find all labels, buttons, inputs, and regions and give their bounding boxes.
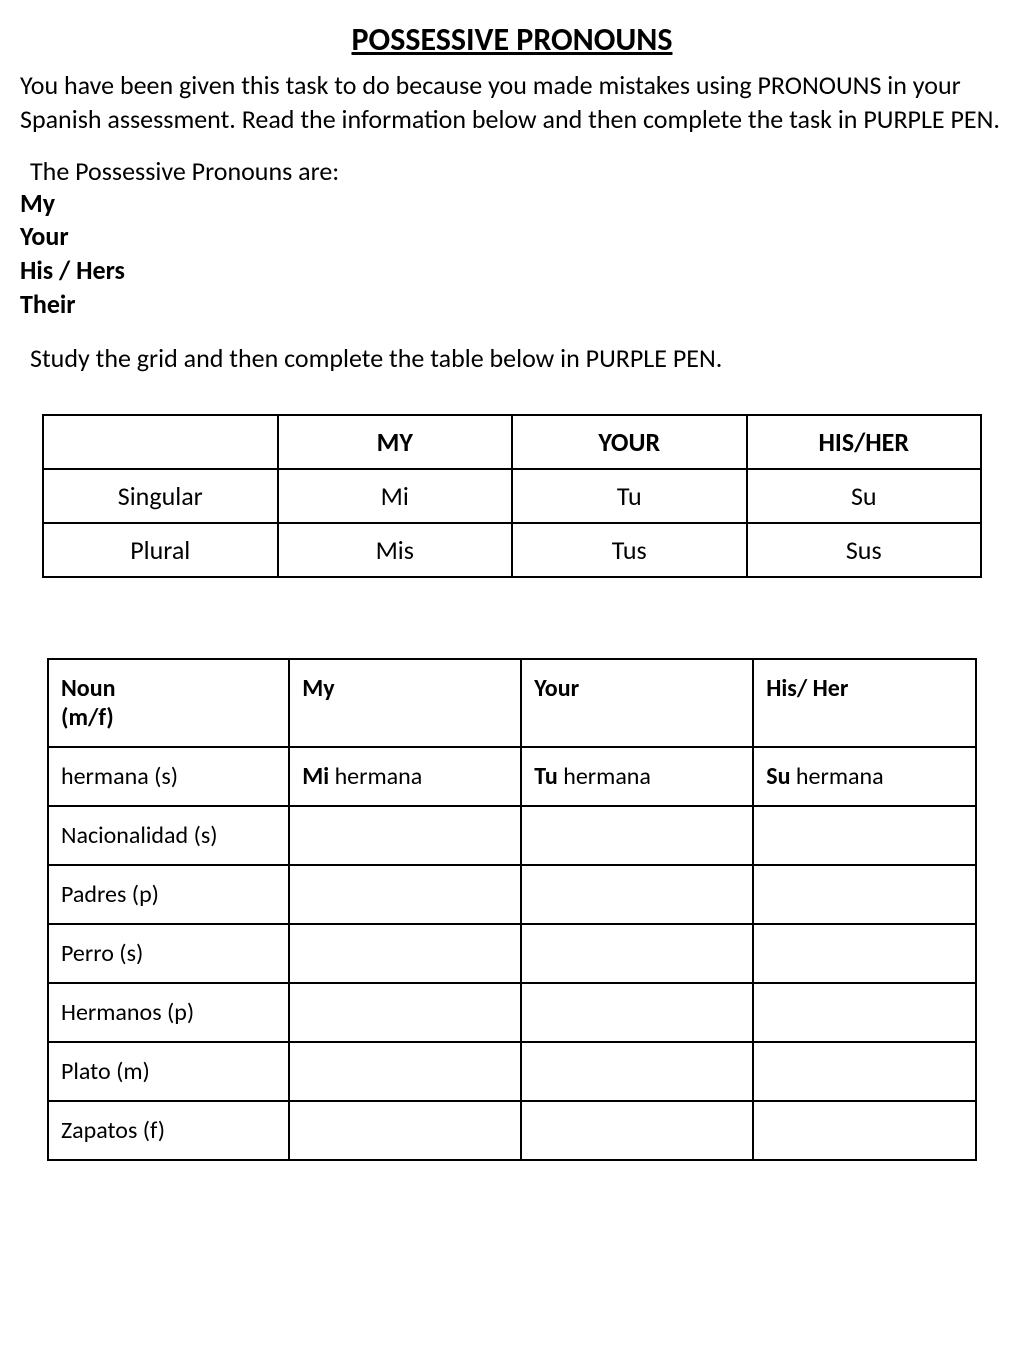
exercise-header-noun: Noun (m/f) [48, 659, 289, 747]
answer-cell: Tu hermana [521, 747, 753, 806]
answer-cell [521, 1101, 753, 1160]
grid-header-hisher: HIS/HER [747, 415, 982, 469]
table-row: Nacionalidad (s) [48, 806, 976, 865]
header-text: (m/f) [61, 703, 114, 732]
grid-header-blank [43, 415, 278, 469]
reference-grid-table: MY YOUR HIS/HER Singular Mi Tu Su Plural… [42, 414, 982, 578]
answer-cell [289, 983, 521, 1042]
exercise-table: Noun (m/f) My Your His/ Her hermana (s) … [47, 658, 977, 1161]
table-row: Plato (m) [48, 1042, 976, 1101]
answer-cell [521, 865, 753, 924]
exercise-header-your: Your [521, 659, 753, 747]
table-header-row: Noun (m/f) My Your His/ Her [48, 659, 976, 747]
grid-cell: Tu [512, 469, 747, 523]
answer-cell [289, 1042, 521, 1101]
grid-header-my: MY [278, 415, 513, 469]
noun-cell: Nacionalidad (s) [48, 806, 289, 865]
answer-cell [753, 1042, 976, 1101]
grid-cell: Su [747, 469, 982, 523]
answer-cell [753, 806, 976, 865]
pronoun-list: My Your His / Hers Their [20, 187, 1004, 322]
exercise-header-my: My [289, 659, 521, 747]
answer-bold: Su [766, 762, 790, 791]
pronoun-item: My [20, 187, 1004, 221]
noun-cell: Plato (m) [48, 1042, 289, 1101]
noun-cell: Zapatos (f) [48, 1101, 289, 1160]
table-row: Padres (p) [48, 865, 976, 924]
answer-cell [521, 983, 753, 1042]
study-instruction: Study the grid and then complete the tab… [30, 342, 1004, 374]
answer-cell [753, 865, 976, 924]
grid-header-your: YOUR [512, 415, 747, 469]
pronoun-item: His / Hers [20, 254, 1004, 288]
table-row: hermana (s) Mi hermana Tu hermana Su her… [48, 747, 976, 806]
table-row: Zapatos (f) [48, 1101, 976, 1160]
grid-row-label: Singular [43, 469, 278, 523]
answer-cell [289, 924, 521, 983]
pronoun-intro-line: The Possessive Pronouns are: [30, 155, 1004, 187]
noun-cell: Padres (p) [48, 865, 289, 924]
answer-cell [521, 806, 753, 865]
answer-cell [289, 1101, 521, 1160]
answer-rest: hermana [329, 762, 422, 791]
table-row: Plural Mis Tus Sus [43, 523, 981, 577]
pronoun-item: Your [20, 220, 1004, 254]
header-text: Noun [61, 674, 115, 703]
noun-cell: Hermanos (p) [48, 983, 289, 1042]
answer-cell [521, 1042, 753, 1101]
answer-cell [753, 1101, 976, 1160]
answer-bold: Mi [302, 762, 329, 791]
answer-rest: hermana [558, 762, 651, 791]
noun-cell: hermana (s) [48, 747, 289, 806]
answer-rest: hermana [791, 762, 884, 791]
answer-cell [753, 983, 976, 1042]
table-row: Perro (s) [48, 924, 976, 983]
page-title: POSSESSIVE PRONOUNS [20, 20, 1004, 59]
table-row: Hermanos (p) [48, 983, 976, 1042]
grid-cell: Tus [512, 523, 747, 577]
answer-cell: Su hermana [753, 747, 976, 806]
grid-cell: Sus [747, 523, 982, 577]
answer-bold: Tu [534, 762, 558, 791]
answer-cell [521, 924, 753, 983]
grid-cell: Mi [278, 469, 513, 523]
pronoun-item: Their [20, 288, 1004, 322]
answer-cell [289, 865, 521, 924]
answer-cell: Mi hermana [289, 747, 521, 806]
table-header-row: MY YOUR HIS/HER [43, 415, 981, 469]
answer-cell [753, 924, 976, 983]
exercise-header-hisher: His/ Her [753, 659, 976, 747]
intro-paragraph: You have been given this task to do beca… [20, 69, 1004, 137]
grid-row-label: Plural [43, 523, 278, 577]
answer-cell [289, 806, 521, 865]
table-row: Singular Mi Tu Su [43, 469, 981, 523]
noun-cell: Perro (s) [48, 924, 289, 983]
grid-cell: Mis [278, 523, 513, 577]
